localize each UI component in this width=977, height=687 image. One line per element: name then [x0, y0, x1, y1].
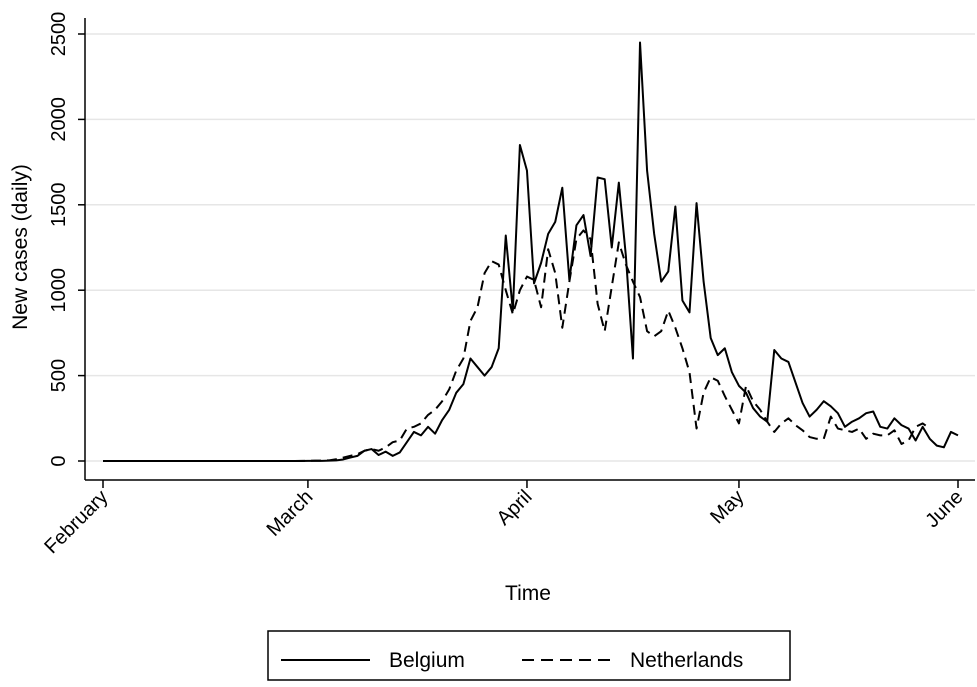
y-tick-label-1000: 1000	[48, 268, 70, 313]
y-tick-label-2500: 2500	[48, 12, 70, 57]
legend-box	[267, 630, 791, 681]
series-line-netherlands	[103, 229, 931, 462]
series-layer	[103, 41, 959, 462]
y-axis-title: New cases (daily)	[9, 164, 32, 330]
y-tick-label-2000: 2000	[48, 97, 70, 141]
x-axis-title: Time	[505, 582, 551, 605]
y-tick-label-1500: 1500	[48, 183, 70, 228]
legend-label-belgium: Belgium	[389, 649, 465, 672]
x-tick-label-june: June	[921, 486, 967, 532]
gridlines	[85, 33, 975, 462]
x-tick-label-february: February	[40, 486, 112, 558]
y-tick-label-500: 500	[48, 359, 70, 392]
x-tick-label-may: May	[706, 486, 748, 528]
series-line-belgium	[103, 41, 959, 462]
x-tick-label-march: March	[263, 486, 318, 541]
y-axis-ticks: 0 500 1000 1500 2000 2500	[48, 12, 85, 467]
x-axis-ticks: February March April May June	[40, 480, 968, 558]
x-tick-label-april: April	[493, 486, 537, 530]
legend-label-netherlands: Netherlands	[630, 649, 743, 672]
legend: Belgium Netherlands	[267, 630, 791, 681]
axes: 0 500 1000 1500 2000 2500 February March April M…	[40, 12, 975, 558]
y-tick-label-0: 0	[48, 455, 70, 466]
